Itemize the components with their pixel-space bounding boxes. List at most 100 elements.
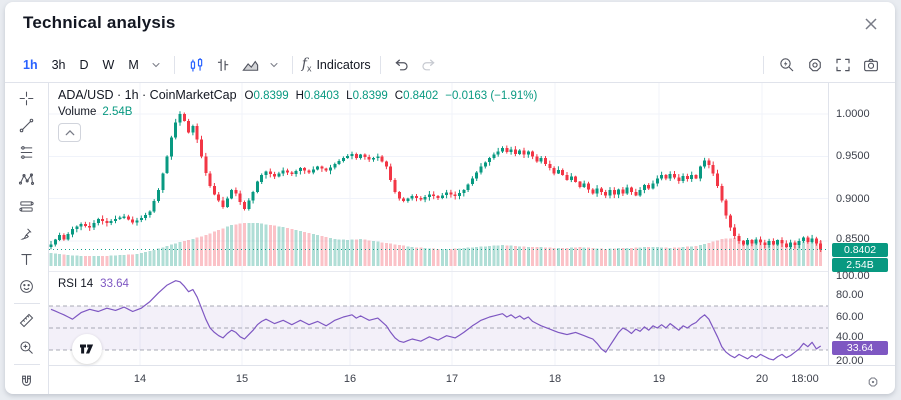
header: Technical analysis bbox=[5, 2, 895, 48]
time-axis-label: 15 bbox=[235, 373, 249, 385]
fullscreen-button[interactable] bbox=[831, 53, 855, 77]
fullscreen-icon bbox=[836, 58, 850, 72]
plot-area: ADA/USD · 1h · CoinMarketCap O0.8399 H0.… bbox=[49, 83, 828, 365]
symbol-legend: ADA/USD · 1h · CoinMarketCap O0.8399 H0.… bbox=[58, 88, 537, 102]
interval-button-w[interactable]: W bbox=[97, 54, 121, 76]
current-rsi-badge: 33.64 bbox=[832, 341, 888, 355]
price-axis[interactable]: 1.0000 0.9500 0.9000 0.8500 0.8402 2.54B… bbox=[828, 83, 895, 367]
time-axis-label: 16 bbox=[343, 373, 357, 385]
rsi-axis-label: 60.00 bbox=[836, 311, 864, 323]
time-axis-label: 18:00 bbox=[791, 373, 819, 385]
close-button[interactable] bbox=[859, 12, 883, 36]
magnet-icon bbox=[22, 375, 31, 386]
area-style-icon bbox=[242, 60, 258, 71]
snapshot-button[interactable] bbox=[859, 53, 883, 77]
tool-brush[interactable] bbox=[12, 221, 42, 246]
interval-button-m[interactable]: M bbox=[122, 54, 144, 76]
ohlc-values: O0.8399 H0.8403 L0.8399 C0.8402 −0.0163 … bbox=[244, 90, 538, 102]
fib-retracement-icon bbox=[20, 145, 33, 159]
time-axis[interactable]: 14 15 16 17 18 19 20 18:00 bbox=[49, 365, 895, 394]
chevron-down-icon bbox=[270, 63, 278, 68]
tool-magnet[interactable] bbox=[12, 369, 42, 394]
undo-icon bbox=[395, 59, 408, 71]
redo-button[interactable] bbox=[416, 53, 440, 77]
time-axis-settings-button[interactable] bbox=[863, 372, 883, 392]
time-axis-label: 18 bbox=[548, 373, 562, 385]
change-value: −0.0163 (−1.91%) bbox=[445, 90, 538, 102]
tool-zoom-in[interactable] bbox=[12, 335, 42, 360]
tradingview-logo-icon bbox=[79, 344, 93, 353]
indicators-label: Indicators bbox=[316, 58, 371, 72]
sidebar-divider bbox=[13, 303, 40, 305]
rsi-axis-label: 80.00 bbox=[836, 289, 864, 301]
interval-button-3h[interactable]: 3h bbox=[46, 54, 72, 76]
chevron-down-icon bbox=[152, 63, 160, 68]
tool-xabcd-pattern[interactable] bbox=[12, 167, 42, 192]
rsi-value: 33.64 bbox=[100, 278, 129, 290]
settings-button[interactable] bbox=[803, 53, 827, 77]
area-style-button[interactable] bbox=[238, 53, 263, 78]
symbol-title: ADA/USD · 1h · CoinMarketCap bbox=[58, 88, 237, 102]
gear-icon bbox=[809, 58, 821, 72]
candles-style-button[interactable] bbox=[184, 53, 209, 78]
trend-line-icon bbox=[19, 118, 34, 133]
rsi-axis-label: 40.00 bbox=[836, 331, 864, 343]
candlestick-volume-rsi-chart[interactable] bbox=[49, 83, 828, 365]
toolbar-divider bbox=[173, 56, 175, 74]
price-axis-label: 1.0000 bbox=[836, 108, 870, 120]
camera-icon bbox=[864, 58, 878, 72]
volume-legend: Volume 2.54B bbox=[58, 106, 133, 118]
toolbar-left-group: 1h 3h D W M bbox=[17, 53, 440, 78]
interval-button-d[interactable]: D bbox=[74, 54, 95, 76]
close-icon bbox=[865, 18, 877, 30]
crosshair-icon bbox=[19, 91, 34, 106]
sidebar-divider bbox=[13, 364, 40, 366]
tool-crosshair[interactable] bbox=[12, 86, 42, 111]
bars-style-button[interactable] bbox=[211, 53, 236, 78]
undo-button[interactable] bbox=[390, 53, 414, 77]
quick-search-button[interactable] bbox=[775, 53, 799, 77]
interval-dropdown-button[interactable] bbox=[147, 56, 165, 74]
current-volume-badge: 2.54B bbox=[832, 258, 888, 272]
time-axis-label: 20 bbox=[755, 373, 769, 385]
chart-region: ADA/USD · 1h · CoinMarketCap O0.8399 H0.… bbox=[5, 82, 895, 394]
redo-icon bbox=[422, 59, 435, 71]
price-axis-label: 0.9000 bbox=[836, 193, 870, 205]
ruler-icon bbox=[19, 314, 34, 328]
time-axis-label: 19 bbox=[652, 373, 666, 385]
clock-settings-icon bbox=[868, 377, 878, 387]
tool-ruler[interactable] bbox=[12, 308, 42, 333]
toolbar-divider bbox=[763, 56, 764, 74]
text-icon bbox=[21, 254, 32, 266]
page-title: Technical analysis bbox=[23, 13, 176, 32]
candles-style-icon bbox=[190, 57, 203, 71]
price-axis-label: 0.9500 bbox=[836, 150, 870, 162]
search-flash-icon bbox=[780, 58, 794, 72]
xabcd-pattern-icon bbox=[18, 173, 35, 185]
rsi-axis-label: 100.00 bbox=[836, 270, 870, 282]
tool-emoji[interactable] bbox=[12, 274, 42, 299]
indicators-button[interactable]: fx Indicators bbox=[302, 56, 371, 74]
technical-analysis-widget: Technical analysis 1h 3h D W M bbox=[5, 2, 895, 394]
zoom-in-icon bbox=[20, 341, 33, 355]
toolbar-divider bbox=[379, 56, 381, 74]
legend-collapse-button[interactable] bbox=[58, 123, 81, 142]
tool-trend-line[interactable] bbox=[12, 113, 42, 138]
emoji-icon bbox=[20, 280, 33, 294]
bars-style-icon bbox=[217, 58, 229, 71]
style-dropdown-button[interactable] bbox=[265, 56, 283, 74]
tool-text[interactable] bbox=[12, 248, 42, 273]
current-price-badge: 0.8402 bbox=[832, 243, 888, 257]
tool-fib-retracement[interactable] bbox=[12, 140, 42, 165]
time-axis-label: 14 bbox=[133, 373, 147, 385]
rsi-axis-label: 20.00 bbox=[836, 355, 864, 367]
price-axis-label: 0.8500 bbox=[836, 233, 870, 245]
interval-button-1h[interactable]: 1h bbox=[17, 54, 44, 76]
chevron-up-icon bbox=[65, 129, 74, 135]
tradingview-logo[interactable] bbox=[72, 334, 102, 364]
time-axis-label: 17 bbox=[445, 373, 459, 385]
fx-icon: fx bbox=[301, 56, 312, 74]
tool-projection[interactable] bbox=[12, 194, 42, 219]
toolbar-right-group bbox=[756, 53, 883, 77]
brush-icon bbox=[20, 228, 32, 240]
